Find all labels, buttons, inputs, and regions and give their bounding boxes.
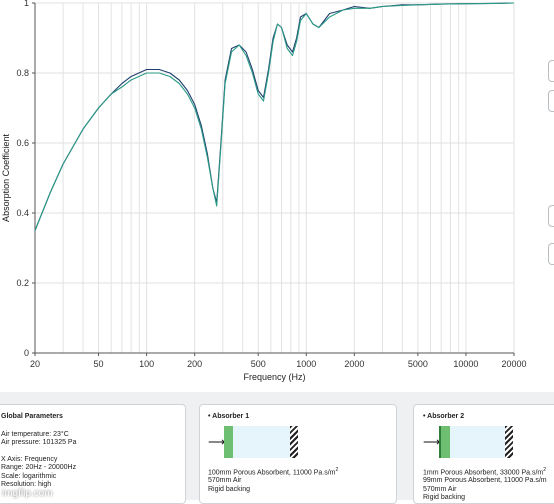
y-tick-label: 0.2 [16, 278, 29, 288]
global-parameters-panel: Global Parameters Air temperature: 23°C … [0, 404, 186, 504]
y-tick-label: 1 [24, 0, 29, 8]
rigid-backing-block [505, 425, 513, 458]
x-tick-label: 100 [139, 359, 154, 369]
incident-arrow-icon: ⟶ [423, 434, 441, 449]
x-tick-label: 5000 [408, 359, 428, 369]
absorber-1-diagram: ⟶ [208, 425, 388, 460]
absorber-2-panel[interactable]: • Absorber 2 ⟶ 1mm Porous Absorbent, 330… [413, 404, 554, 504]
chart-grid [34, 2, 515, 354]
absorber-2-layer-1: 1mm Porous Absorbent, 33000 Pa.s/m2 [423, 466, 547, 476]
x-tick-label: 20 [30, 359, 40, 369]
x-tick-label: 500 [251, 359, 266, 369]
absorber-1-panel[interactable]: • Absorber 1 ⟶ 100mm Porous Absorbent, 1… [199, 404, 397, 504]
absorber-1-title: • Absorber 1 [208, 413, 250, 420]
absorber-2-backing: Rigid backing [423, 494, 466, 502]
scale-setting: Scale: logarithmic [1, 472, 57, 480]
absorber-2-diagram: ⟶ [423, 425, 554, 460]
y-tick-label: 0.4 [16, 208, 29, 218]
absorber-2-air: 570mm Air [423, 485, 457, 493]
x-tick-label: 20000 [501, 359, 526, 369]
absorption-chart: 20 50 100 200 500 1000 2000 5000 10000 20000 0 0.2 0… [1, 0, 527, 382]
x-axis-setting: X Axis: Frequency [1, 455, 58, 463]
chart-tick-labels: 20 50 100 200 500 1000 2000 5000 10000 20000 0 0.2 0… [16, 0, 526, 369]
x-tick-label: 2000 [344, 359, 364, 369]
side-tab-1[interactable] [548, 60, 554, 82]
global-parameters-title: Global Parameters [1, 413, 63, 420]
watermark: imgflip.com [2, 488, 53, 499]
chart-series [34, 2, 515, 231]
porous-layer-block [439, 425, 441, 458]
absorber-1-air: 570mm Air [208, 477, 242, 485]
porous-layer-block [441, 425, 450, 458]
porous-layer-block [224, 425, 233, 458]
air-gap-block [233, 425, 290, 458]
absorber-1-layer: 100mm Porous Absorbent, 11000 Pa.s/m2 [208, 466, 339, 476]
absorber-2-layer-2: 99mm Porous Absorbent, 11000 Pa.s/m [423, 477, 547, 485]
y-tick-label: 0.6 [16, 138, 29, 148]
rigid-backing-block [290, 425, 298, 458]
resolution-setting: Resolution: high [1, 481, 52, 488]
series-line-1 [34, 2, 515, 231]
y-tick-label: 0.8 [16, 68, 29, 78]
absorber-1-backing: Rigid backing [208, 485, 251, 493]
y-tick-label: 0 [24, 348, 29, 358]
chart-axes [32, 2, 515, 356]
air-gap-block [450, 425, 505, 458]
range-setting: Range: 20Hz - 20000Hz [1, 464, 77, 471]
x-tick-label: 10000 [453, 359, 478, 369]
side-tab-2[interactable] [548, 90, 554, 112]
series-line-2 [34, 2, 515, 231]
x-tick-label: 50 [94, 359, 104, 369]
air-temperature: Air temperature: 23°C [1, 430, 69, 438]
y-axis-title: Absorption Coefficient [1, 134, 11, 222]
incident-arrow-icon: ⟶ [208, 434, 226, 449]
absorber-2-title: • Absorber 2 [423, 413, 465, 420]
air-pressure: Air pressure: 101325 Pa [1, 439, 77, 446]
x-tick-label: 1000 [296, 359, 316, 369]
side-tab-4[interactable] [548, 243, 554, 265]
x-axis-title: Frequency (Hz) [243, 372, 305, 382]
side-tab-3[interactable] [548, 205, 554, 227]
x-tick-label: 200 [187, 359, 202, 369]
